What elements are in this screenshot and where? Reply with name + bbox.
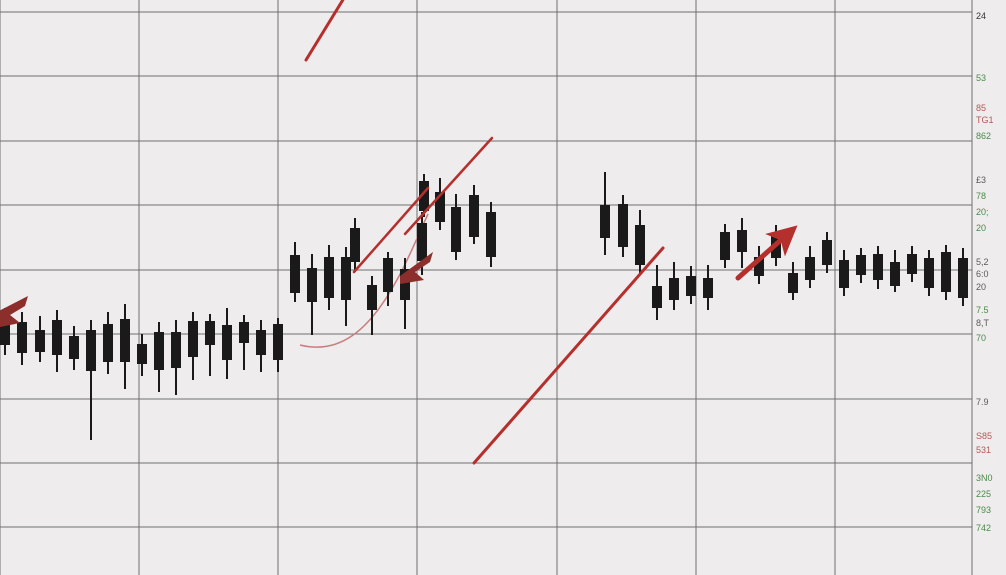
y-axis-tick-label: 6:0: [976, 269, 989, 279]
y-axis-tick-label: 24: [976, 11, 986, 21]
y-axis-tick-label: 225: [976, 489, 991, 499]
y-axis-tick-label: 53: [976, 73, 986, 83]
y-axis-tick-label: 742: [976, 523, 991, 533]
y-axis-tick-label: 7.5: [976, 305, 989, 315]
y-axis-tick-label: 7.9: [976, 397, 989, 407]
y-axis-tick-label: £3: [976, 175, 986, 185]
y-axis-tick-label: 793: [976, 505, 991, 515]
candlestick-chart[interactable]: 24 53 85 TG1 862 £3 78 20; 20 5,2 6:0 20 7.5 8,T 70 7.9…: [0, 0, 1006, 575]
chart-canvas: [0, 0, 1006, 575]
y-axis-tick-label: 531: [976, 445, 991, 455]
y-axis-tick-label: 20: [976, 223, 986, 233]
y-axis-tick-label: 20;: [976, 207, 989, 217]
y-axis-tick-label: TG1: [976, 115, 994, 125]
y-axis-tick-label: 78: [976, 191, 986, 201]
y-axis-tick-label: 5,2: [976, 257, 989, 267]
y-axis-tick-label: 862: [976, 131, 991, 141]
y-axis-tick-label: 20: [976, 282, 986, 292]
y-axis-tick-label: S85: [976, 431, 992, 441]
y-axis-tick-label: 85: [976, 103, 986, 113]
y-axis-tick-label: 8,T: [976, 318, 989, 328]
y-axis-tick-label: 70: [976, 333, 986, 343]
y-axis-tick-label: 3N0: [976, 473, 993, 483]
